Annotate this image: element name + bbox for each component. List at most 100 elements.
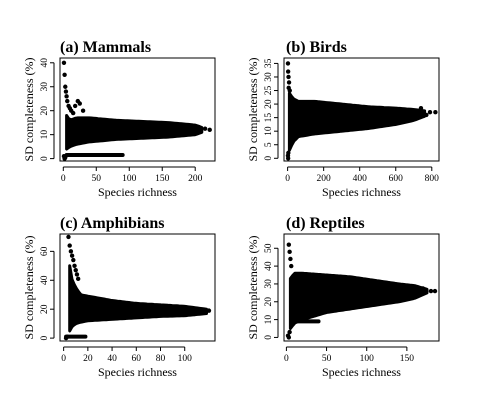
data-point [289, 263, 294, 269]
x-tick-label: 20 [83, 354, 93, 364]
data-point [63, 335, 69, 341]
data-point [418, 105, 424, 111]
x-tick-label: 50 [92, 174, 102, 184]
y-tick-label: 30 [264, 279, 274, 289]
x-axis-label: Species richness [322, 365, 401, 379]
x-tick-label: 0 [284, 354, 289, 364]
y-axis-label: SD completeness (%) [22, 58, 36, 162]
y-axis-label: SD completeness (%) [22, 236, 36, 340]
data-point [75, 276, 81, 282]
y-tick-label: 5 [264, 142, 274, 147]
data-point [285, 61, 291, 66]
data-point [64, 94, 69, 99]
y-tick-label: 20 [264, 99, 274, 109]
data-point [288, 256, 293, 262]
data-point [201, 309, 207, 315]
point-cloud [65, 114, 204, 151]
x-axis-label: Species richness [98, 365, 177, 379]
x-tick-label: 0 [61, 174, 66, 184]
data-point [70, 110, 76, 116]
data-point [80, 108, 86, 113]
panel-0: (a) Mammals 0 50 100 150 200 0 10 20 30 40 Species … [22, 39, 216, 199]
x-tick-label: 60 [132, 354, 142, 364]
y-axis-label: SD completeness (%) [246, 58, 260, 162]
x-tick-label: 100 [178, 354, 193, 364]
data-point [285, 153, 291, 158]
y-tick-label: 40 [40, 58, 50, 68]
data-point [207, 127, 212, 133]
data-point [63, 155, 68, 160]
data-point [72, 103, 78, 109]
data-point [72, 263, 77, 269]
y-tick-label: 15 [264, 113, 274, 123]
data-point [69, 253, 75, 258]
plot-frame [283, 233, 440, 342]
y-axis-label: SD completeness (%) [246, 236, 260, 340]
data-point [432, 288, 438, 294]
plot-frame [59, 57, 216, 162]
panel-title: (b) Birds [286, 39, 347, 56]
data-point [202, 126, 208, 131]
data-point [62, 72, 67, 77]
y-tick-label: 0 [264, 156, 274, 161]
data-point [285, 69, 291, 74]
y-tick-label: 30 [264, 72, 274, 82]
y-tick-label: 25 [264, 86, 274, 96]
data-point [420, 286, 426, 291]
data-point [286, 335, 292, 340]
y-tick-label: 0 [264, 335, 274, 340]
data-point [67, 243, 72, 248]
data-point [74, 272, 80, 277]
panel-title: (a) Mammals [60, 39, 151, 56]
y-tick-label: 0 [40, 335, 50, 340]
x-tick-label: 150 [400, 354, 415, 364]
plot-frame [283, 57, 440, 162]
data-point [286, 242, 292, 247]
x-tick-label: 50 [322, 354, 332, 364]
data-point [428, 288, 434, 294]
x-axis-label: Species richness [322, 185, 401, 199]
panel-1: (b) Birds 0 200 400 600 800 0 5 10 15 20 25 30 35 Spec… [246, 39, 440, 199]
y-tick-label: 10 [264, 315, 274, 325]
data-point [63, 89, 69, 94]
x-tick-label: 400 [353, 174, 368, 184]
panel-title: (c) Amphibians [60, 215, 164, 232]
data-point [286, 74, 291, 80]
x-tick-label: 0 [61, 354, 66, 364]
data-point [286, 80, 292, 85]
x-tick-label: 80 [156, 354, 166, 364]
plot-frame [59, 233, 216, 342]
y-tick-label: 30 [40, 82, 50, 92]
data-point [287, 88, 292, 93]
data-point [433, 110, 438, 115]
y-tick-label: 50 [264, 243, 274, 253]
y-tick-label: 10 [264, 126, 274, 136]
y-tick-label: 20 [40, 106, 50, 116]
y-tick-label: 35 [264, 58, 274, 68]
data-point [427, 110, 433, 115]
x-tick-label: 200 [188, 174, 203, 184]
point-cloud [287, 91, 427, 152]
data-point [73, 267, 78, 273]
data-point [206, 308, 212, 313]
y-tick-label: 0 [40, 156, 50, 161]
x-axis-label: Species richness [98, 185, 177, 199]
data-point [71, 257, 76, 263]
point-cloud [68, 264, 208, 333]
y-tick-label: 40 [264, 261, 274, 271]
panel-title: (d) Reptiles [286, 215, 365, 232]
x-tick-label: 100 [122, 174, 137, 184]
data-point [66, 234, 71, 240]
x-tick-label: 0 [285, 174, 290, 184]
data-point [77, 101, 82, 106]
y-tick-label: 60 [40, 246, 50, 256]
y-tick-label: 10 [40, 130, 50, 140]
data-point [65, 98, 70, 104]
data-point [61, 60, 67, 65]
y-tick-label: 20 [264, 297, 274, 307]
data-point [424, 112, 429, 118]
y-tick-label: 40 [40, 275, 50, 285]
